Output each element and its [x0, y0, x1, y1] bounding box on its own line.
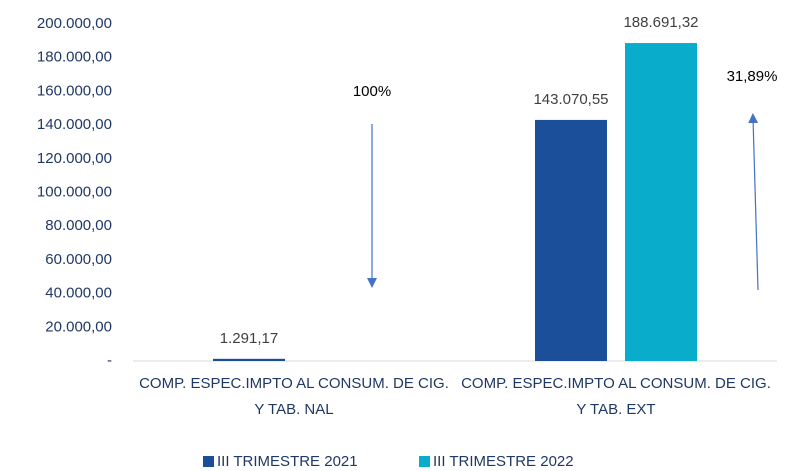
- x-tick-label: COMP. ESPEC.IMPTO AL CONSUM. DE CIG. Y T…: [461, 375, 771, 418]
- y-tick-label: 100.000,00: [37, 183, 112, 200]
- legend-swatch: [419, 456, 430, 467]
- y-tick-label: 20.000,00: [45, 318, 112, 335]
- legend-label: III TRIMESTRE 2021: [217, 453, 358, 470]
- y-tick-label: 140.000,00: [37, 116, 112, 133]
- data-label: 1.291,17: [220, 330, 278, 347]
- bar: [213, 358, 285, 361]
- data-label: 188.691,32: [623, 14, 698, 31]
- annotation: 100%: [353, 83, 391, 100]
- legend-label: III TRIMESTRE 2022: [433, 453, 574, 470]
- y-tick-label: 120.000,00: [37, 150, 112, 167]
- data-label: 143.070,55: [533, 91, 608, 108]
- y-tick-label: -: [107, 352, 112, 369]
- y-tick-label: 180.000,00: [37, 49, 112, 66]
- annotation: 31,89%: [727, 68, 778, 85]
- y-tick-label: 60.000,00: [45, 251, 112, 268]
- legend-swatch: [203, 456, 214, 467]
- y-tick-label: 40.000,00: [45, 285, 112, 302]
- x-tick-label: COMP. ESPEC.IMPTO AL CONSUM. DE CIG. Y T…: [139, 375, 449, 418]
- bar: [535, 119, 607, 362]
- y-tick-label: 80.000,00: [45, 217, 112, 234]
- y-tick-label: 160.000,00: [37, 82, 112, 99]
- bar: [625, 43, 697, 362]
- y-tick-label: 200.000,00: [37, 15, 112, 32]
- arrow: [748, 113, 759, 291]
